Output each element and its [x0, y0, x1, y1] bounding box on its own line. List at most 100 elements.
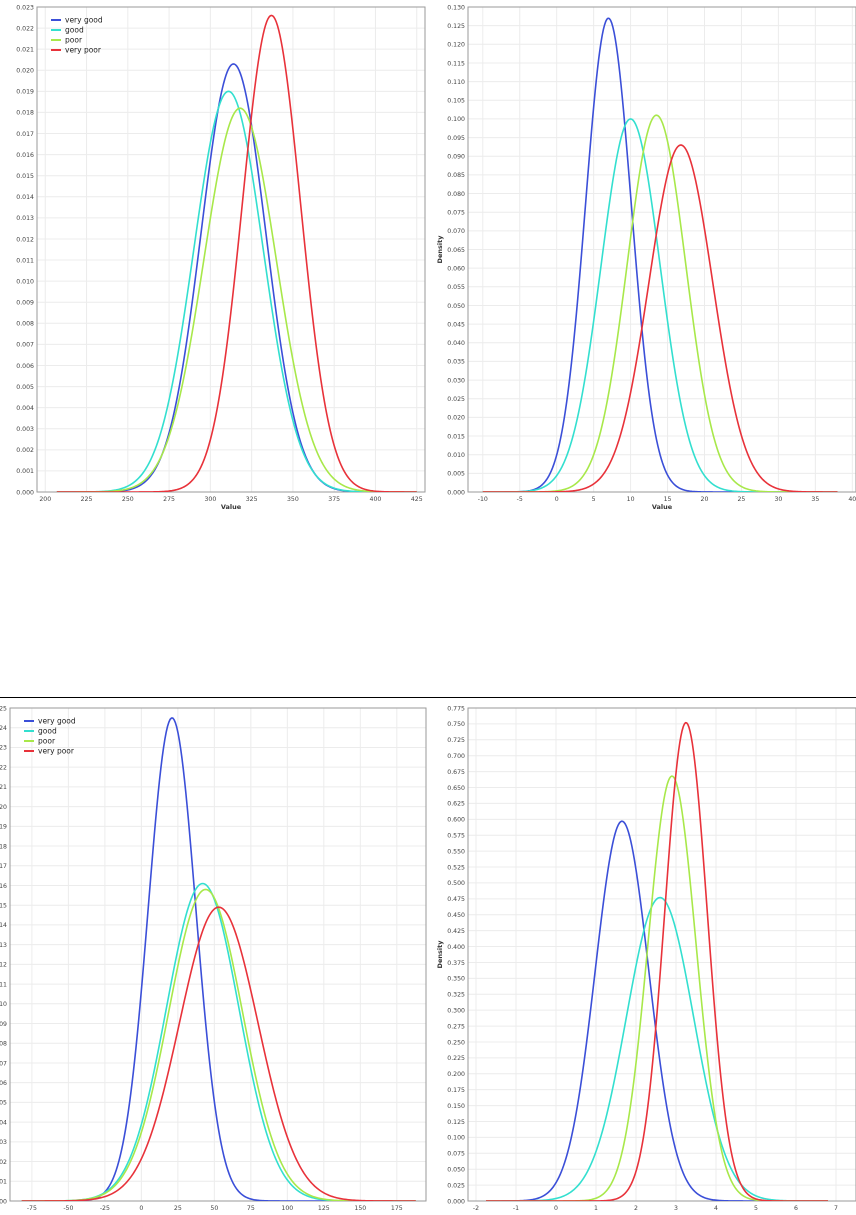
x-tick-label: -50: [63, 1205, 73, 1211]
y-tick-label: 0.650: [447, 785, 465, 792]
series-line-very-good: [482, 17, 838, 492]
y-tick-label: 0.250: [447, 1039, 465, 1046]
x-tick-label: 0: [555, 496, 559, 503]
plot-frame: [467, 707, 856, 1202]
x-tick-label: -75: [27, 1205, 37, 1211]
x-tick-label: -10: [478, 496, 488, 503]
y-tick-label: 0.002: [0, 1159, 7, 1166]
x-tick-label: 75: [247, 1205, 255, 1211]
y-tick-label: 0.005: [447, 471, 465, 478]
legend-label: poor: [38, 737, 56, 746]
y-tick-label: 0.001: [16, 468, 34, 475]
y-tick-label: 0.675: [447, 769, 465, 776]
y-tick-label: 0.275: [447, 1023, 465, 1030]
y-tick-label: 0.105: [447, 98, 465, 105]
plot-frame: [36, 6, 426, 493]
y-tick-label: 0.007: [16, 342, 34, 349]
y-tick-label: 0.175: [447, 1087, 465, 1094]
x-tick-label: 30: [774, 496, 782, 503]
y-tick-label: 0.000: [0, 1198, 7, 1205]
plot-background: [37, 7, 425, 492]
y-tick-label: 0.012: [0, 962, 7, 969]
chart-top-right: 0.000 0.005 0.010 0.015 0.020 0.025 0.030 0.035…: [430, 0, 856, 520]
y-tick-label: 0.004: [16, 405, 34, 412]
y-tick-label: 0.000: [16, 489, 34, 496]
y-tick-label: 0.005: [16, 384, 34, 391]
x-tick-label: 15: [664, 496, 672, 503]
y-tick-label: 0.003: [16, 426, 34, 433]
y-tick-label: 0.013: [16, 215, 34, 222]
y-tick-label: 0.200: [447, 1071, 465, 1078]
y-tick-label: 0.015: [447, 433, 465, 440]
y-tick-label: 0.012: [16, 236, 34, 243]
y-tick-label: 0.000: [447, 489, 465, 496]
x-tick-label: 375: [328, 496, 340, 503]
y-tick-label: 0.525: [447, 864, 465, 871]
chart-bottom-left: 0.000 0.001 0.002 0.003 0.004 0.005 0.006 0.007…: [0, 698, 430, 1215]
legend-label: poor: [65, 36, 83, 45]
series-line-poor: [56, 107, 417, 492]
y-tick-label: 0.325: [447, 992, 465, 999]
y-tick-label: 0.400: [447, 944, 465, 951]
y-tick-label: 0.021: [16, 46, 34, 53]
y-tick-label: 0.017: [16, 131, 34, 138]
x-tick-label: 225: [81, 496, 93, 503]
x-tick-label: 2: [634, 1205, 638, 1211]
y-tick-label: 0.085: [447, 172, 465, 179]
y-tick-label: 0.023: [0, 745, 7, 752]
y-tick-label: 0.080: [447, 191, 465, 198]
y-tick-label: 0.015: [0, 903, 7, 910]
series-line-very-good: [486, 820, 828, 1201]
y-axis-label: Density: [436, 235, 444, 264]
x-tick-label: 3: [674, 1205, 678, 1211]
y-tick-label: 0.625: [447, 801, 465, 808]
y-tick-label: 0.014: [16, 194, 34, 201]
divider-line: [0, 697, 856, 698]
y-tick-label: 0.020: [16, 68, 34, 75]
x-axis-label: Value: [221, 503, 242, 511]
x-tick-label: 0: [139, 1205, 143, 1211]
y-axis-label: Density: [436, 940, 444, 969]
y-tick-label: 0.014: [0, 922, 7, 929]
y-tick-label: 0.010: [0, 1001, 7, 1008]
x-tick-label: 400: [370, 496, 382, 503]
y-tick-label: 0.725: [447, 737, 465, 744]
x-tick-label: 35: [811, 496, 819, 503]
y-tick-label: 0.550: [447, 848, 465, 855]
y-tick-label: 0.475: [447, 896, 465, 903]
y-tick-label: 0.019: [16, 89, 34, 96]
y-tick-label: 0.075: [447, 209, 465, 216]
y-tick-label: 0.016: [0, 883, 7, 890]
legend-label: very good: [65, 16, 103, 25]
chart-bottom-right: 0.000 0.025 0.050 0.075 0.100 0.125 0.150 0.175…: [430, 698, 856, 1215]
y-tick-label: 0.500: [447, 880, 465, 887]
series-line-very-poor: [486, 721, 828, 1201]
x-tick-label: 325: [246, 496, 258, 503]
y-tick-label: 0.600: [447, 817, 465, 824]
y-tick-label: 0.022: [0, 764, 7, 771]
y-tick-label: 0.115: [447, 60, 465, 67]
x-tick-label: 40: [848, 496, 856, 503]
x-tick-label: 20: [701, 496, 709, 503]
y-tick-label: 0.004: [0, 1119, 7, 1126]
x-tick-label: -25: [100, 1205, 110, 1211]
y-tick-label: 0.035: [447, 359, 465, 366]
y-tick-label: 0.375: [447, 960, 465, 967]
y-tick-label: 0.019: [0, 824, 7, 831]
y-tick-label: 0.009: [16, 300, 34, 307]
y-tick-label: 0.125: [447, 1119, 465, 1126]
series-line-very-poor: [56, 14, 417, 492]
y-tick-label: 0.050: [447, 303, 465, 310]
y-tick-label: 0.100: [447, 1135, 465, 1142]
y-tick-label: 0.020: [0, 804, 7, 811]
x-axis-label: Value: [652, 503, 673, 511]
y-tick-label: 0.150: [447, 1103, 465, 1110]
legend-label: good: [38, 727, 57, 736]
legend-label: very poor: [38, 747, 75, 756]
y-tick-label: 0.045: [447, 321, 465, 328]
y-tick-label: 0.065: [447, 247, 465, 254]
x-tick-label: -1: [513, 1205, 519, 1211]
x-tick-label: 100: [281, 1205, 293, 1211]
x-tick-label: 7: [834, 1205, 838, 1211]
x-tick-label: 300: [204, 496, 216, 503]
